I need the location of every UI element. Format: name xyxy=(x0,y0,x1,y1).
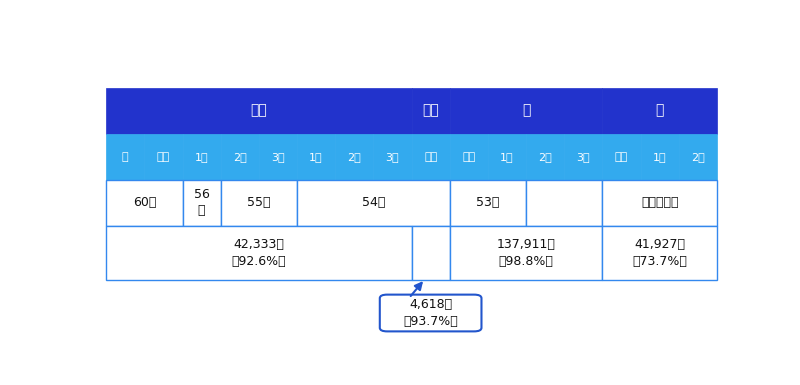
Text: 53歳: 53歳 xyxy=(476,196,499,209)
Bar xyxy=(182,134,221,179)
Text: 1曹: 1曹 xyxy=(500,152,514,162)
Bar xyxy=(297,179,450,226)
Bar xyxy=(221,179,297,226)
Text: 士長: 士長 xyxy=(615,152,628,162)
Text: 任期制など: 任期制など xyxy=(641,196,678,209)
Bar xyxy=(297,134,335,179)
Text: 41,927人
（73.7%）: 41,927人 （73.7%） xyxy=(632,238,687,268)
Text: 1尉: 1尉 xyxy=(310,152,323,162)
FancyBboxPatch shape xyxy=(380,295,482,331)
Bar xyxy=(450,179,526,226)
Bar xyxy=(602,134,641,179)
Bar xyxy=(564,134,602,179)
Text: 2佐: 2佐 xyxy=(233,152,246,162)
Bar xyxy=(602,226,717,280)
Bar xyxy=(411,226,450,280)
Bar xyxy=(411,88,450,134)
Text: 2尉: 2尉 xyxy=(347,152,361,162)
Text: 准尉: 准尉 xyxy=(424,152,438,162)
Text: 4,618人
（93.7%）: 4,618人 （93.7%） xyxy=(403,298,458,328)
Text: 士: 士 xyxy=(655,104,664,118)
Bar xyxy=(450,226,602,280)
Text: 2曹: 2曹 xyxy=(538,152,552,162)
Text: 1佐: 1佐 xyxy=(195,152,209,162)
Text: 幹部: 幹部 xyxy=(250,104,267,118)
Bar xyxy=(411,134,450,179)
Text: 曹長: 曹長 xyxy=(462,152,475,162)
Text: 42,333人
（92.6%）: 42,333人 （92.6%） xyxy=(231,238,286,268)
Text: 准尉: 准尉 xyxy=(422,104,439,118)
Bar xyxy=(335,134,374,179)
Bar xyxy=(106,88,411,134)
Bar xyxy=(106,179,182,226)
Bar xyxy=(602,88,717,134)
Bar xyxy=(641,134,678,179)
Text: 54歳: 54歳 xyxy=(362,196,385,209)
Bar xyxy=(259,134,297,179)
Text: 56
歳: 56 歳 xyxy=(194,188,210,217)
Text: 将補: 将補 xyxy=(157,152,170,162)
Text: 1士: 1士 xyxy=(653,152,666,162)
Text: 3佐: 3佐 xyxy=(271,152,285,162)
Bar xyxy=(374,134,411,179)
Bar xyxy=(106,134,144,179)
Text: 曹: 曹 xyxy=(522,104,530,118)
Bar xyxy=(488,134,526,179)
Text: 将: 将 xyxy=(122,152,129,162)
Text: 60歳: 60歳 xyxy=(133,196,156,209)
Bar xyxy=(602,179,717,226)
Bar xyxy=(450,134,488,179)
Bar xyxy=(106,226,411,280)
Bar xyxy=(144,134,182,179)
Text: 3尉: 3尉 xyxy=(386,152,399,162)
Text: 137,911人
（98.8%）: 137,911人 （98.8%） xyxy=(497,238,555,268)
Bar xyxy=(678,134,717,179)
Text: 3曹: 3曹 xyxy=(577,152,590,162)
Bar xyxy=(526,179,602,226)
Text: 2士: 2士 xyxy=(691,152,705,162)
Bar xyxy=(221,134,259,179)
Bar xyxy=(450,88,602,134)
Text: 55歳: 55歳 xyxy=(247,196,270,209)
Bar xyxy=(182,179,221,226)
Bar xyxy=(526,134,564,179)
